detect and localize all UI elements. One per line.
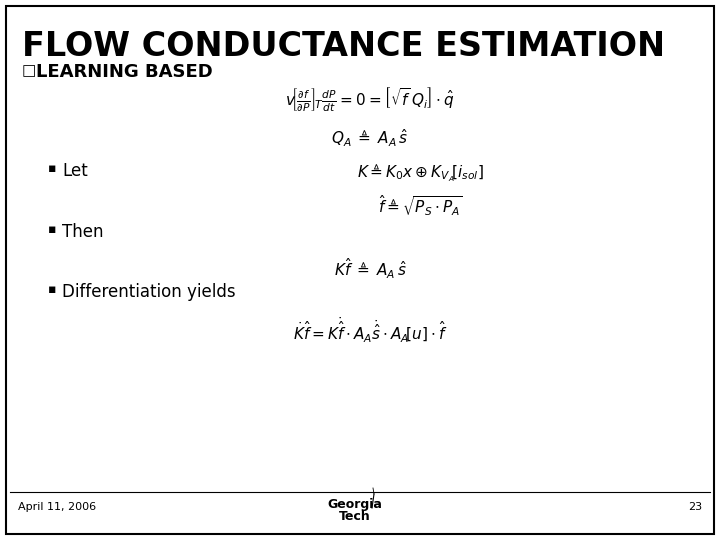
Text: $Q_A \;\triangleq\; A_A\,\hat{s}$: $Q_A \;\triangleq\; A_A\,\hat{s}$ (331, 127, 408, 148)
Text: $K\hat{f} \;\triangleq\; A_A\,\hat{s}$: $K\hat{f} \;\triangleq\; A_A\,\hat{s}$ (333, 256, 406, 281)
Text: □: □ (22, 63, 37, 78)
Text: Differentiation yields: Differentiation yields (62, 283, 235, 301)
Text: ▪: ▪ (48, 283, 56, 296)
Text: $\hat{f} \triangleq \sqrt{P_S \cdot P_A}$: $\hat{f} \triangleq \sqrt{P_S \cdot P_A}… (377, 193, 462, 218)
Text: Georgia: Georgia (328, 498, 382, 511)
Text: ▪: ▪ (48, 162, 56, 175)
Text: Then: Then (62, 223, 104, 241)
Text: 23: 23 (688, 502, 702, 512)
Text: Let: Let (62, 162, 88, 180)
Text: $K \triangleq K_0 x \oplus K_{V_A}\!\left[i_{sol}\right]$: $K \triangleq K_0 x \oplus K_{V_A}\!\lef… (356, 162, 483, 184)
Text: $v\!\left[\frac{\partial f}{\partial P}\right]_{\!T}\frac{dP}{dt} = 0 = \left[\s: $v\!\left[\frac{\partial f}{\partial P}\… (285, 85, 455, 113)
Text: $\dot{K}\hat{f} = K\dot{\hat{f}} \cdot A_A\dot{\hat{s}} \cdot A_A\!\left[u\right: $\dot{K}\hat{f} = K\dot{\hat{f}} \cdot A… (293, 316, 447, 345)
Text: FLOW CONDUCTANCE ESTIMATION: FLOW CONDUCTANCE ESTIMATION (22, 30, 665, 63)
Text: ▪: ▪ (48, 223, 56, 236)
Text: April 11, 2006: April 11, 2006 (18, 502, 96, 512)
Text: LEARNING BASED: LEARNING BASED (36, 63, 212, 81)
Text: Tech: Tech (339, 510, 371, 523)
